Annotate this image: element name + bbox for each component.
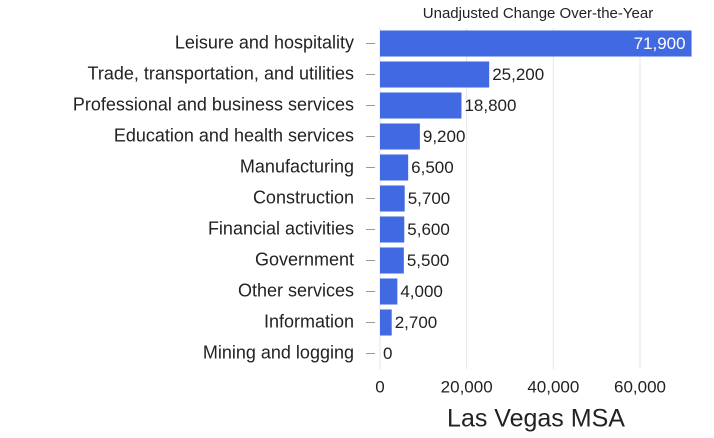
x-axis-label: Las Vegas MSA [447,405,625,433]
x-tick-label: 40,000 [527,377,579,396]
y-tick-label: Manufacturing [240,156,354,176]
x-tick-label: 20,000 [441,377,493,396]
data-label: 5,500 [407,251,450,270]
bar [380,216,405,243]
y-tick-label: Trade, transportation, and utilities [88,63,354,83]
bar [380,185,405,212]
data-label: 2,700 [395,313,438,332]
bar [380,154,409,181]
y-tick-label: Financial activities [208,218,354,238]
data-label: 6,500 [411,158,454,177]
data-label: 0 [383,344,392,363]
y-tick-label: Professional and business services [73,94,354,114]
y-tick-label: Government [255,249,354,269]
data-label: 71,900 [634,34,686,53]
bar [380,123,420,150]
bar [380,92,462,119]
data-label: 9,200 [423,127,466,146]
bar [380,30,692,57]
y-tick-label: Leisure and hospitality [175,32,354,52]
bar [380,278,398,305]
data-label: 4,000 [400,282,443,301]
y-tick-label: Mining and logging [203,342,354,362]
y-tick-label: Information [264,311,354,331]
bar [380,247,404,274]
data-label: 25,200 [492,65,544,84]
x-tick-label: 60,000 [614,377,666,396]
x-tick-label: 0 [375,377,384,396]
chart-title: Unadjusted Change Over-the-Year [423,5,653,22]
y-tick-label: Construction [253,187,354,207]
data-label: 5,600 [407,220,450,239]
y-tick-label: Other services [238,280,354,300]
bar [380,61,490,88]
bar [380,309,392,336]
y-tick-label: Education and health services [114,125,354,145]
data-label: 18,800 [464,96,516,115]
data-label: 5,700 [408,189,451,208]
